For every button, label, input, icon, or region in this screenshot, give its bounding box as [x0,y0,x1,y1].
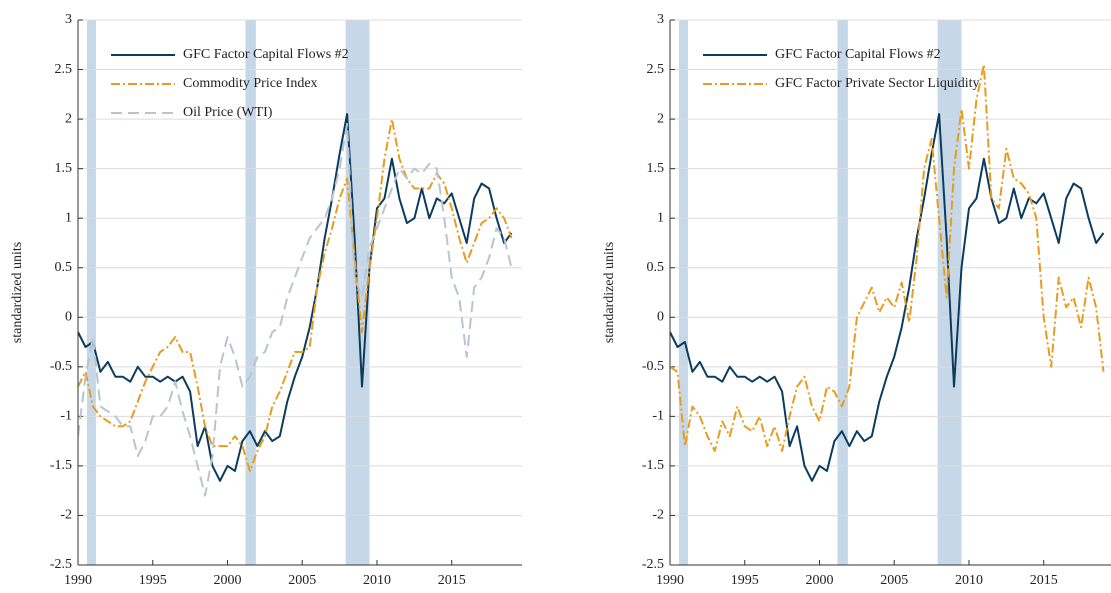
y-tick-label: -1 [60,409,72,424]
y-tick-label: 1.5 [55,161,73,176]
y-tick-label: 2 [65,111,72,126]
x-tick-label: 1990 [64,573,92,588]
y-tick-label: -0.5 [642,359,664,374]
x-tick-label: 1995 [139,573,167,588]
y-tick-label: 2.5 [55,62,73,77]
y-tick-label: 3 [65,12,72,27]
legend-label: GFC Factor Capital Flows #2 [775,47,941,62]
x-tick-label: 1990 [656,573,684,588]
recession-band [678,20,688,565]
y-tick-label: -2 [652,508,664,523]
x-tick-label: 2005 [288,573,316,588]
y-tick-label: 3 [657,12,664,27]
y-tick-label: 1.5 [647,161,665,176]
panel: -2.5 -2 -1.5 -1 -0.5 0 0.5 1 1.5 2 2.5 3 1990 1995 200… [602,12,1111,588]
x-tick-label: 2015 [1030,573,1058,588]
legend-label: Commodity Price Index [183,76,318,91]
y-tick-label: 0 [65,309,72,324]
y-tick-label: -2.5 [50,557,72,572]
recession-band [86,20,96,565]
y-axis-label: standardized units [602,242,617,343]
recession-band [837,20,848,565]
legend-label: Oil Price (WTI) [183,105,273,120]
series-line [78,113,513,482]
x-tick-label: 2015 [438,573,466,588]
legend-label: GFC Factor Capital Flows #2 [183,47,349,62]
y-tick-label: -2 [60,508,72,523]
series-line [78,118,513,472]
y-tick-label: 2 [657,111,664,126]
x-tick-label: 2010 [363,573,391,588]
y-tick-label: 2.5 [647,62,665,77]
x-tick-label: 2000 [805,573,833,588]
y-tick-label: 0.5 [55,260,73,275]
series-group [670,63,1105,482]
recession-band [245,20,256,565]
y-tick-label: 1 [657,210,664,225]
y-tick-label: -1 [652,409,664,424]
y-tick-label: 1 [65,210,72,225]
panel: -2.5 -2 -1.5 -1 -0.5 0 0.5 1 1.5 2 2.5 3 1990 1995 200… [10,12,522,588]
y-tick-label: -1.5 [642,458,664,473]
y-tick-label: 0 [657,309,664,324]
y-axis-label: standardized units [10,242,25,343]
y-tick-label: -1.5 [50,458,72,473]
x-tick-label: 1995 [731,573,759,588]
series-group [78,113,513,497]
x-tick-label: 2005 [880,573,908,588]
y-tick-label: -0.5 [50,359,72,374]
legend-label: GFC Factor Private Sector Liquidity [775,76,980,91]
y-tick-label: 0.5 [647,260,665,275]
x-tick-label: 2000 [213,573,241,588]
series-line [670,63,1105,452]
x-tick-label: 2010 [955,573,983,588]
series-line [78,123,513,497]
y-tick-label: -2.5 [642,557,664,572]
